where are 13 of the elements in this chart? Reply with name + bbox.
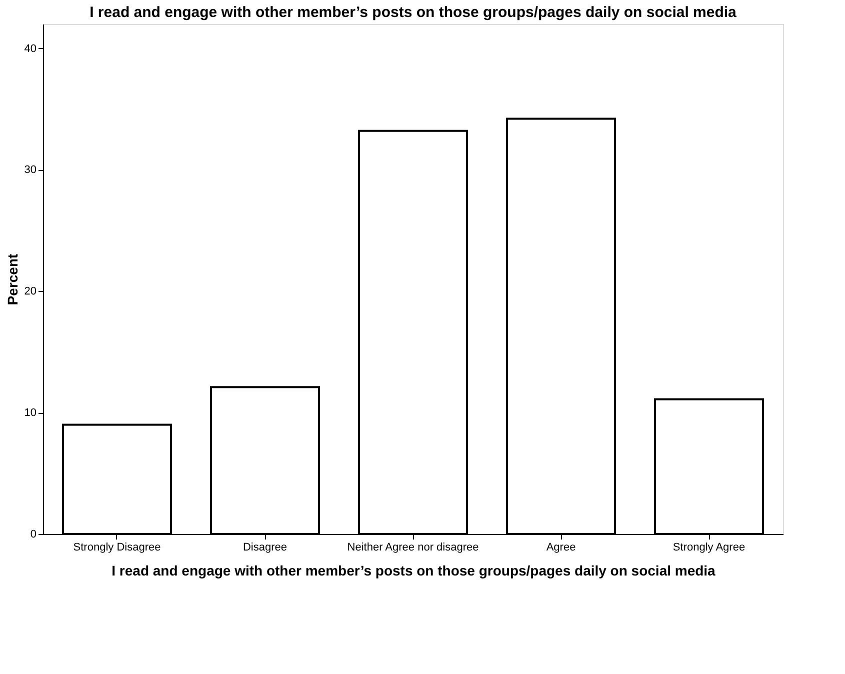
x-tick-label: Strongly Disagree (73, 542, 161, 554)
y-tick-label: 0 (30, 528, 36, 540)
y-tick-label: 20 (24, 286, 36, 298)
x-axis-title: I read and engage with other member’s posts on those groups/pages daily on social media (112, 562, 716, 578)
x-tick-label: Neither Agree nor disagree (347, 542, 479, 554)
y-tick-label: 40 (24, 42, 36, 55)
x-tick-label: Disagree (242, 542, 288, 554)
x-tick-label: Agree (546, 542, 576, 554)
y-tick-label: 30 (24, 164, 36, 176)
y-tick-label: 10 (24, 407, 36, 420)
y-axis-title: Percent (4, 253, 20, 306)
chart-title: I read and engage with other member’s posts on those groups/pages daily on social media (90, 4, 738, 21)
x-tick-label: Strongly Agree (672, 542, 746, 554)
